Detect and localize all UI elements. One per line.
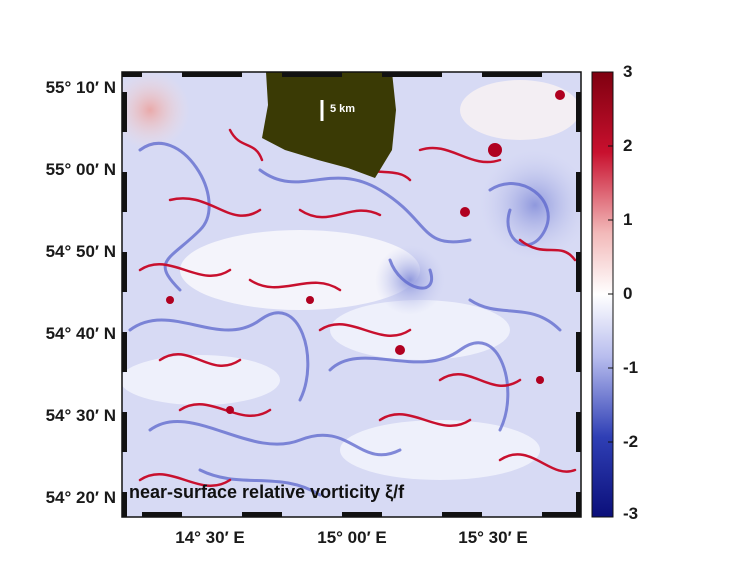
colorbar-tick-label: -2 — [623, 432, 639, 451]
latitude-label: 54° 50′ N — [45, 242, 116, 261]
longitude-label: 15° 30′ E — [458, 528, 528, 547]
land-mass — [262, 72, 396, 178]
vorticity-field — [122, 72, 581, 517]
colorbar-tick-label: 1 — [623, 210, 633, 229]
latitude-label: 55° 00′ N — [45, 160, 116, 179]
latitude-label: 54° 30′ N — [45, 406, 116, 425]
latitude-label: 54° 20′ N — [45, 488, 116, 507]
map-caption: near-surface relative vorticity ξ/f — [129, 482, 405, 502]
latitude-label: 54° 40′ N — [45, 324, 116, 343]
colorbar-tick-label: 0 — [623, 284, 633, 303]
colorbar-tick-label: -3 — [623, 504, 639, 523]
scale-bar-label: 5 km — [330, 103, 356, 115]
colorbar-tick-label: 2 — [623, 136, 633, 155]
map-border-ticks — [122, 72, 581, 517]
colorbar-tick-label: -1 — [623, 358, 639, 377]
longitude-label: 14° 30′ E — [175, 528, 245, 547]
longitude-label: 15° 00′ E — [317, 528, 387, 547]
latitude-label: 55° 10′ N — [45, 78, 116, 97]
colorbar-tick-label: 3 — [623, 62, 633, 81]
